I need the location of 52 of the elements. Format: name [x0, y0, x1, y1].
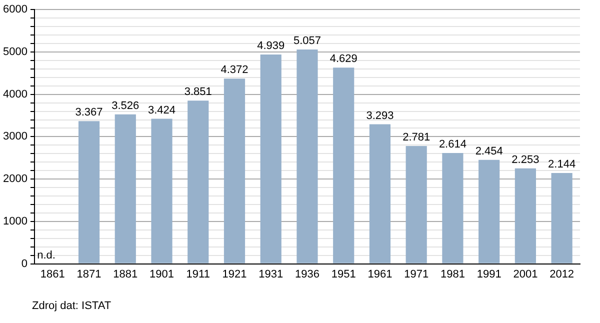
bar — [114, 114, 136, 264]
data-label: 3.367 — [75, 106, 103, 119]
bar — [369, 124, 391, 264]
data-label: 2.781 — [402, 132, 430, 144]
data-label: 3.526 — [112, 100, 140, 112]
bar — [333, 68, 354, 264]
y-tick-label: 3000 — [2, 130, 28, 143]
data-label: 4.629 — [330, 53, 358, 66]
data-label: 2.614 — [438, 138, 466, 151]
data-label: 2.144 — [548, 158, 576, 170]
text: Zdroj dat: ISTAT — [32, 300, 112, 312]
text: n.d. — [37, 249, 56, 262]
x-tick-label: 2012 — [550, 268, 574, 280]
bar — [551, 172, 572, 264]
x-tick-label: 1961 — [368, 268, 392, 280]
x-tick-label: 1901 — [150, 268, 174, 280]
y-tick-label: 6000 — [2, 4, 28, 16]
data-label: 5.057 — [293, 35, 321, 48]
bar — [78, 121, 100, 264]
x-tick-label: 1881 — [113, 268, 138, 280]
data-label: 3.293 — [366, 110, 394, 122]
y-tick-label: 5000 — [2, 46, 28, 58]
x-tick-label: 1971 — [404, 268, 429, 280]
y-tick-label: 1000 — [2, 215, 28, 228]
y-tick-label: 0 — [21, 258, 28, 270]
x-tick-label: 1936 — [294, 268, 320, 280]
bar — [478, 160, 500, 264]
data-label: 2.454 — [475, 145, 503, 158]
data-label: 3.424 — [148, 104, 176, 116]
x-tick-label: 1991 — [476, 268, 502, 280]
x-tick-label: 1871 — [76, 268, 102, 280]
x-tick-label: 1981 — [440, 268, 465, 280]
bar — [442, 153, 464, 264]
bar — [151, 118, 172, 264]
x-tick-label: 1861 — [40, 268, 65, 280]
x-tick-label: 1911 — [186, 268, 210, 280]
x-tick-label: 1931 — [258, 268, 284, 280]
bar — [188, 100, 209, 264]
bar — [514, 168, 536, 264]
x-tick-label: 1951 — [331, 268, 356, 280]
data-label: 2.253 — [512, 154, 540, 166]
data-label: 4.372 — [220, 64, 248, 76]
data-label: 3.851 — [184, 86, 212, 98]
bar — [296, 50, 318, 264]
data-label: 4.939 — [257, 40, 285, 52]
x-tick-label: 2001 — [513, 268, 538, 280]
x-tick-label: 1921 — [222, 268, 247, 280]
bar — [260, 54, 282, 264]
y-tick-label: 4000 — [2, 88, 28, 100]
bar — [406, 146, 427, 264]
bar — [224, 78, 246, 264]
y-tick-label: 2000 — [2, 173, 28, 186]
